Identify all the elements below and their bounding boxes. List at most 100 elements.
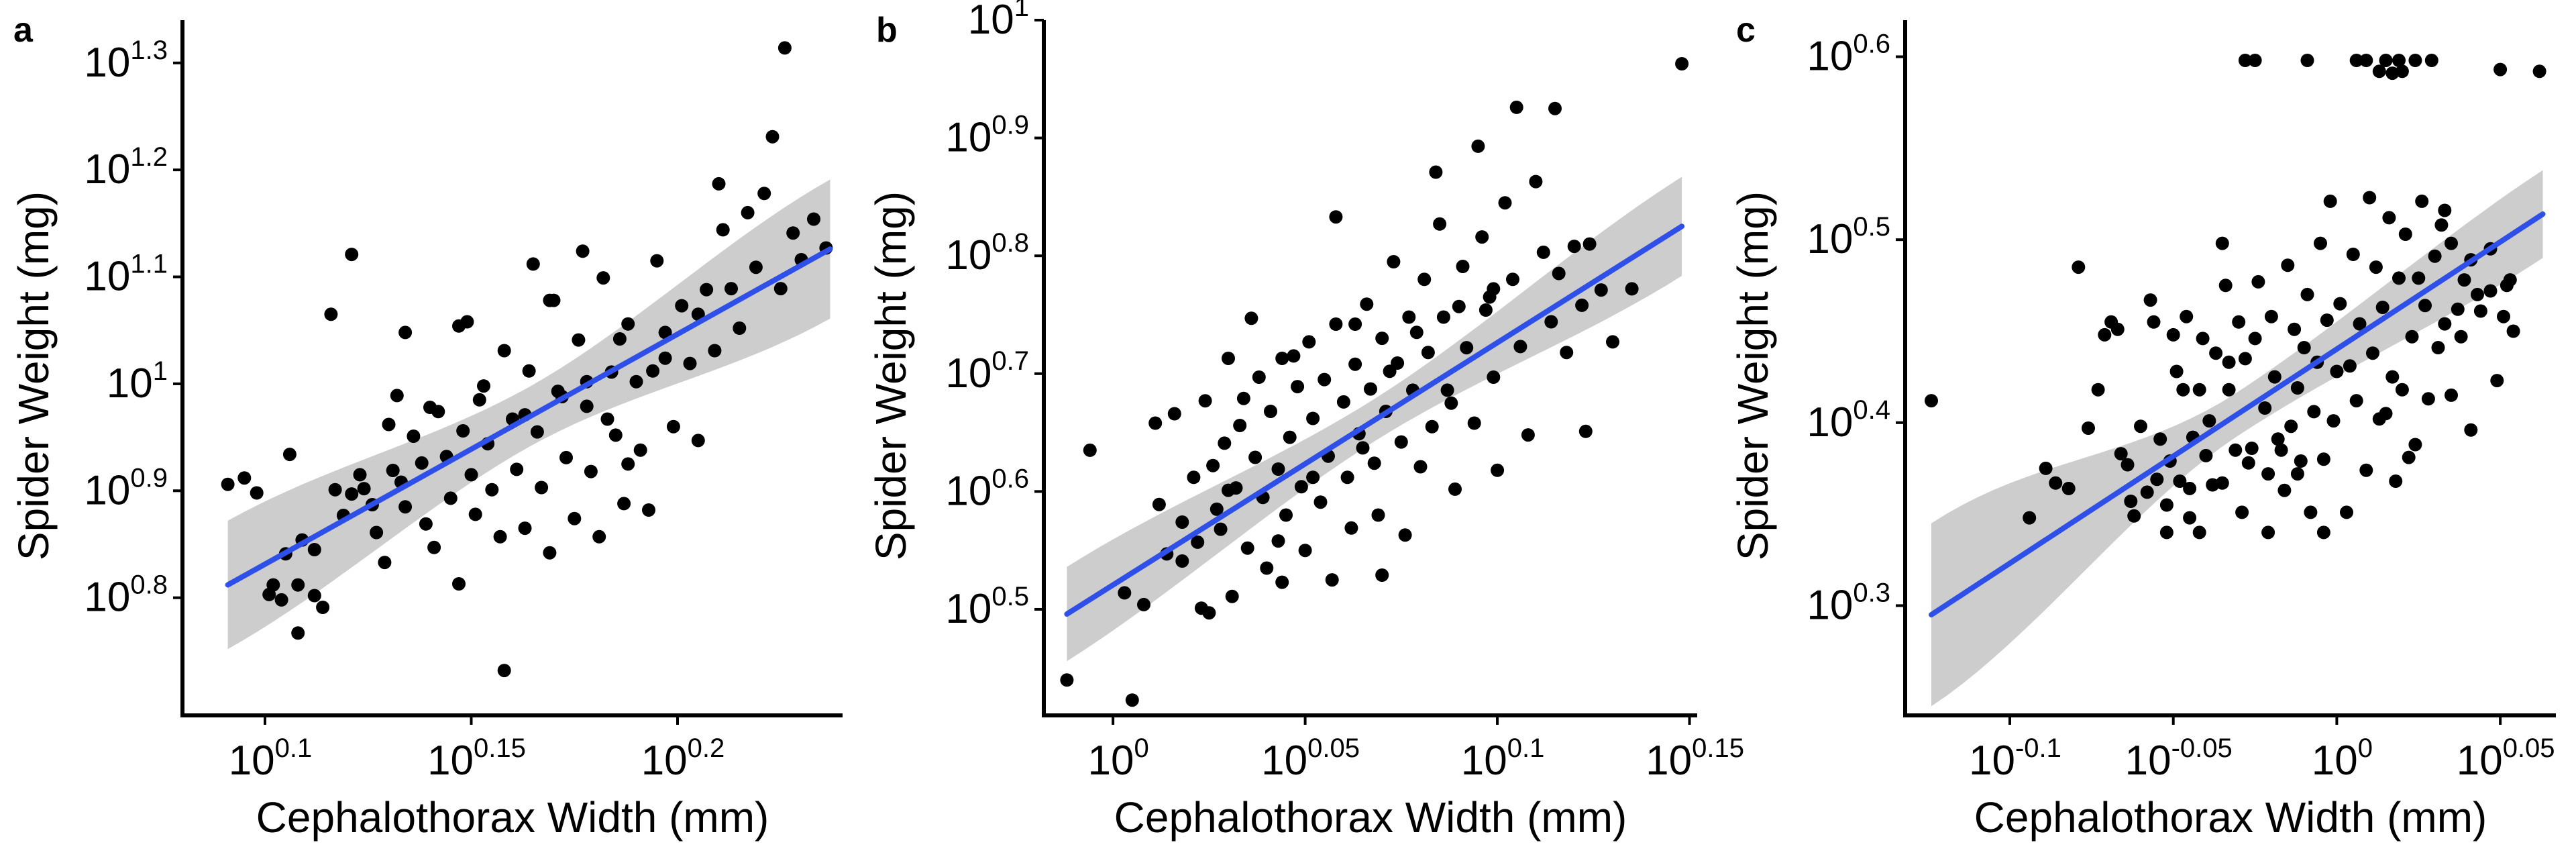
- data-point-56: [2300, 287, 2314, 301]
- data-point-33: [452, 577, 466, 591]
- data-point-34: [2215, 236, 2229, 250]
- data-point-124: [2290, 467, 2304, 481]
- data-point-0: [1925, 394, 1938, 408]
- data-point-66: [1440, 383, 1454, 397]
- data-point-73: [2363, 191, 2377, 205]
- data-point-22: [1236, 391, 1250, 405]
- data-point-93: [2438, 317, 2452, 331]
- data-point-54: [2294, 454, 2308, 468]
- panel-b: b 100.5 100.6 100.7 100.8 100.9 101 100 100.05 10…: [867, 0, 1744, 842]
- data-point-50: [2281, 258, 2295, 272]
- data-point-88: [2418, 299, 2432, 313]
- data-point-11: [2114, 447, 2128, 461]
- data-point-99: [2483, 284, 2498, 298]
- data-point-50: [1367, 456, 1381, 470]
- data-point-30: [1275, 352, 1289, 365]
- data-point-22: [378, 556, 392, 570]
- data-point-47: [2267, 370, 2282, 384]
- data-point-133: [2222, 355, 2236, 369]
- panel-letter: a: [13, 11, 34, 50]
- y-tick-label-1: 100.6: [945, 464, 1029, 514]
- data-point-33: [1291, 380, 1305, 394]
- data-point-60: [1413, 460, 1428, 474]
- data-point-14: [324, 307, 338, 321]
- data-point-86: [1582, 237, 1597, 251]
- data-point-80: [777, 41, 792, 55]
- y-tick-label-2: 101: [107, 356, 168, 407]
- data-point-63: [2323, 194, 2337, 208]
- data-point-68: [2343, 359, 2357, 373]
- data-point-8: [291, 626, 305, 640]
- data-point-83: [2398, 228, 2412, 241]
- data-point-38: [2232, 315, 2246, 329]
- data-point-125: [2241, 456, 2255, 470]
- data-point-113: [1271, 534, 1285, 548]
- data-point-45: [2261, 467, 2275, 481]
- data-point-42: [1329, 317, 1343, 331]
- data-point-109: [1306, 470, 1320, 485]
- x-axis-title: Cephalothorax Width (mm): [1974, 793, 2487, 842]
- data-point-74: [2366, 346, 2379, 360]
- data-point-53: [572, 333, 586, 347]
- data-point-104: [1348, 317, 1362, 331]
- data-point-60: [617, 497, 631, 511]
- y-tick-label-2: 100.7: [945, 346, 1029, 397]
- data-point-63: [1425, 419, 1439, 434]
- data-point-24: [1248, 450, 1263, 464]
- data-point-52: [2288, 322, 2302, 336]
- data-point-79: [2385, 370, 2400, 384]
- data-point-106: [658, 325, 672, 340]
- data-point-48: [2271, 432, 2285, 446]
- y-tick-label-3: 101.1: [84, 250, 168, 300]
- y-tick-label-1: 100.9: [84, 463, 168, 513]
- data-point-58: [2307, 405, 2321, 419]
- data-point-1: [1083, 443, 1097, 457]
- data-point-61: [621, 317, 635, 331]
- data-point-75: [2369, 260, 2383, 274]
- data-point-31: [1279, 508, 1293, 522]
- data-point-107: [2349, 54, 2363, 67]
- data-point-17: [1214, 522, 1228, 536]
- data-point-2: [1125, 693, 1139, 707]
- data-point-44: [2258, 401, 2272, 415]
- data-point-24: [2169, 364, 2184, 378]
- data-point-70: [2349, 394, 2363, 408]
- data-point-15: [1206, 458, 1220, 472]
- data-point-107: [1444, 396, 1458, 410]
- data-point-5: [274, 593, 288, 607]
- data-point-75: [733, 321, 747, 335]
- data-point-96: [2457, 273, 2471, 287]
- data-point-54: [580, 399, 594, 413]
- data-point-11: [307, 589, 321, 603]
- data-point-108: [2359, 54, 2373, 67]
- data-point-26: [2180, 309, 2194, 323]
- data-point-138: [2500, 279, 2514, 293]
- data-point-18: [2147, 315, 2161, 329]
- data-point-84: [1567, 240, 1581, 254]
- x-tick-label-0: 10-0.1: [1969, 734, 2061, 784]
- data-point-95: [2451, 302, 2465, 316]
- data-point-88: [1606, 335, 1619, 349]
- data-point-67: [666, 419, 680, 434]
- y-axis-title: Spider Weight (mg): [867, 191, 915, 560]
- x-tick-label-2: 100: [2312, 734, 2373, 784]
- data-point-45: [1344, 521, 1358, 535]
- data-point-56: [1394, 435, 1408, 449]
- data-point-7: [2091, 383, 2105, 397]
- data-point-81: [2392, 271, 2406, 285]
- x-tick-label-2: 100.1: [1461, 734, 1545, 784]
- data-point-51: [559, 450, 573, 464]
- data-point-33: [2209, 346, 2223, 360]
- data-point-12: [307, 543, 321, 556]
- data-point-21: [1233, 419, 1247, 432]
- data-point-85: [1575, 298, 1589, 312]
- confidence-band: [1931, 170, 2543, 707]
- data-point-69: [1460, 341, 1474, 355]
- data-point-35: [1298, 544, 1312, 558]
- data-point-84: [2405, 330, 2419, 344]
- data-point-123: [2215, 476, 2229, 490]
- data-point-64: [1433, 217, 1447, 231]
- data-point-39: [1318, 372, 1332, 387]
- data-point-117: [2532, 64, 2546, 79]
- data-point-96: [382, 417, 396, 432]
